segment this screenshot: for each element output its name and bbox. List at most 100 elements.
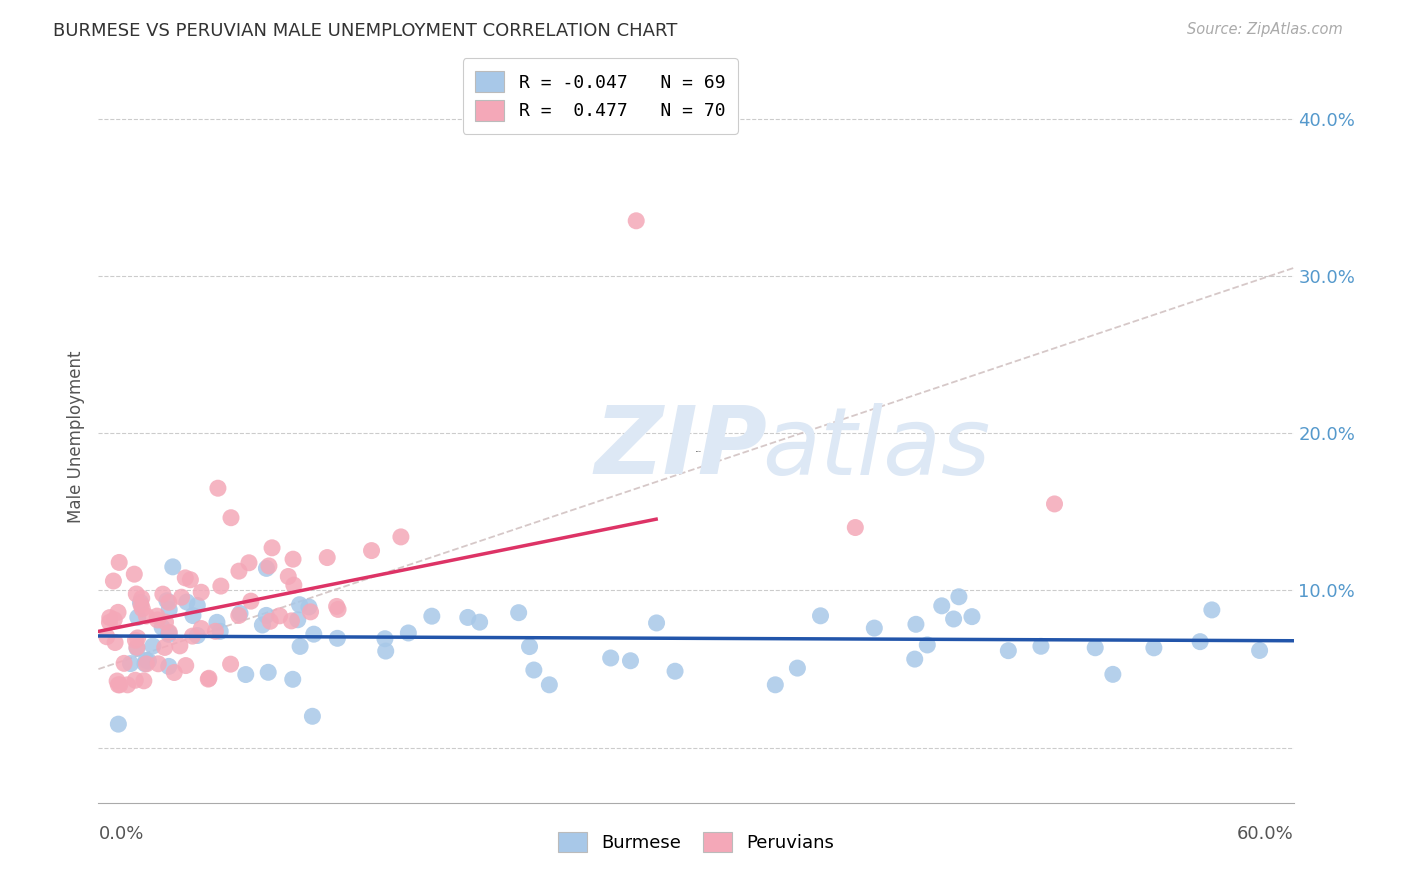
Point <box>457 610 479 624</box>
Point <box>519 640 541 654</box>
Point <box>174 658 197 673</box>
Point <box>326 602 349 616</box>
Point <box>229 607 252 621</box>
Point <box>146 609 169 624</box>
Point <box>98 610 121 624</box>
Legend: Burmese, Peruvians: Burmese, Peruvians <box>547 821 845 863</box>
Point <box>299 605 322 619</box>
Point <box>157 627 180 641</box>
Point <box>228 564 250 578</box>
Point <box>134 657 156 671</box>
Point <box>190 585 212 599</box>
Point <box>112 657 135 671</box>
Point <box>157 602 180 616</box>
Point <box>107 717 129 731</box>
Point <box>1043 497 1066 511</box>
Point <box>131 601 153 615</box>
Point <box>931 599 953 613</box>
Point <box>283 578 305 592</box>
Point <box>260 541 283 555</box>
Point <box>103 613 125 627</box>
Point <box>156 593 179 607</box>
Point <box>157 626 180 640</box>
Point <box>269 608 291 623</box>
Point <box>298 599 321 614</box>
Point <box>181 608 204 623</box>
Text: Source: ZipAtlas.com: Source: ZipAtlas.com <box>1187 22 1343 37</box>
Point <box>138 654 160 668</box>
Point <box>763 678 786 692</box>
Point <box>131 591 153 606</box>
Point <box>281 552 304 566</box>
Text: ZIP: ZIP <box>595 402 768 494</box>
Point <box>325 599 347 614</box>
Point <box>120 657 142 671</box>
Point <box>228 608 250 623</box>
Point <box>420 609 443 624</box>
Point <box>181 629 204 643</box>
Point <box>277 569 299 583</box>
Point <box>1102 667 1125 681</box>
Point <box>904 617 927 632</box>
Point <box>107 678 129 692</box>
Point <box>280 614 302 628</box>
Point <box>108 556 131 570</box>
Point <box>135 653 157 667</box>
Point <box>162 559 184 574</box>
Text: ZIPatlas: ZIPatlas <box>696 450 702 451</box>
Point <box>1084 640 1107 655</box>
Point <box>125 641 148 656</box>
Point <box>146 613 169 627</box>
Point <box>198 671 221 685</box>
Point <box>396 626 419 640</box>
Point <box>374 644 396 658</box>
Point <box>238 556 260 570</box>
Point <box>125 640 148 655</box>
Point <box>239 594 262 608</box>
Point <box>288 598 311 612</box>
Point <box>124 673 146 688</box>
Point <box>204 624 226 639</box>
Point <box>135 657 157 671</box>
Y-axis label: Male Unemployment: Male Unemployment <box>66 351 84 524</box>
Point <box>257 665 280 680</box>
Point <box>155 615 177 629</box>
Point <box>219 510 242 524</box>
Point <box>904 652 927 666</box>
Point <box>844 520 866 534</box>
Point <box>786 661 808 675</box>
Point <box>129 595 152 609</box>
Point <box>259 614 281 628</box>
Point <box>281 673 304 687</box>
Point <box>152 587 174 601</box>
Point <box>104 635 127 649</box>
Point <box>209 579 232 593</box>
Point <box>1029 640 1052 654</box>
Point <box>810 608 832 623</box>
Point <box>1249 643 1271 657</box>
Point <box>360 543 382 558</box>
Text: 0.0%: 0.0% <box>98 825 143 843</box>
Point <box>127 631 149 645</box>
Point <box>125 587 148 601</box>
Point <box>124 567 146 582</box>
Point <box>179 573 201 587</box>
Point <box>257 558 280 573</box>
Point <box>157 595 180 609</box>
Point <box>117 678 139 692</box>
Point <box>374 632 396 646</box>
Point <box>153 640 176 655</box>
Point <box>948 590 970 604</box>
Point <box>960 609 983 624</box>
Point <box>107 605 129 619</box>
Point <box>163 665 186 680</box>
Point <box>538 678 561 692</box>
Point <box>103 574 125 588</box>
Point <box>135 609 157 624</box>
Point <box>1189 634 1212 648</box>
Text: 60.0%: 60.0% <box>1237 825 1294 843</box>
Point <box>1143 640 1166 655</box>
Point <box>508 606 530 620</box>
Point <box>132 673 155 688</box>
Point <box>917 638 939 652</box>
